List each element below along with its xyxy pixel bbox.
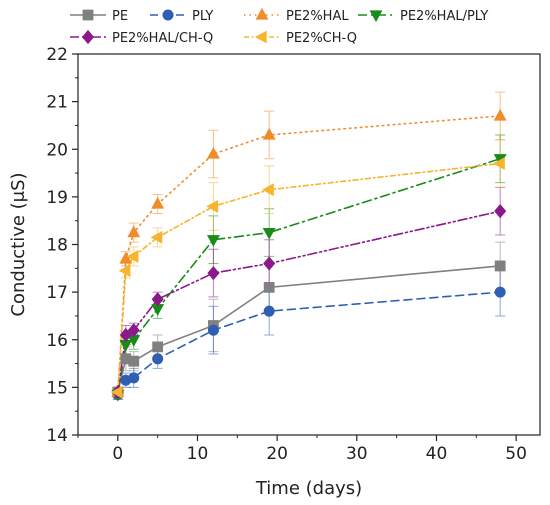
series-line (117, 265, 501, 393)
legend-item: PLY (150, 9, 213, 24)
error-bars (112, 91, 506, 400)
data-point (127, 225, 141, 238)
legend-label: PE (112, 9, 128, 24)
data-point (207, 265, 220, 281)
data-point (119, 327, 132, 343)
x-tick-label: 20 (266, 444, 288, 464)
data-point (152, 353, 164, 365)
data-point (150, 230, 163, 244)
legend-marker (162, 9, 174, 21)
legend: PE PLY PE2%HAL PE2%HAL/PLY PE2%HAL/CH-Q PE2%C… (70, 7, 488, 46)
legend-marker (369, 10, 383, 23)
data-point (494, 204, 507, 219)
y-tick-label: 21 (46, 93, 68, 113)
data-point (110, 385, 123, 399)
data-point (206, 199, 219, 213)
data-point (151, 292, 164, 307)
legend-marker (254, 30, 267, 44)
legend-item: PE2%HAL/CH-Q (70, 29, 213, 46)
y-tick-label: 18 (46, 236, 68, 256)
legend-label: PE2%HAL/PLY (400, 9, 488, 24)
plot-frame (77, 53, 541, 436)
data-point (263, 305, 275, 317)
legend-item: PE2%CH-Q (244, 30, 357, 46)
data-point (494, 286, 506, 298)
x-tick-label: 30 (346, 444, 368, 464)
x-tick-label: 0 (112, 444, 123, 464)
y-tick-label: 16 (46, 331, 68, 351)
data-point (263, 281, 275, 293)
series-line (117, 162, 501, 393)
legend-label: PE2%HAL/CH-Q (112, 31, 213, 46)
data-point (128, 355, 140, 367)
plot-area (110, 91, 507, 402)
data-point (127, 323, 140, 338)
x-tick-label: 50 (505, 444, 527, 464)
data-point (152, 341, 164, 353)
x-axis-title: Time (days) (255, 478, 362, 499)
legend-label: PE2%HAL (286, 9, 349, 24)
data-point (262, 127, 276, 140)
y-tick-label: 14 (46, 426, 68, 446)
data-point (126, 249, 139, 263)
series-line (117, 210, 501, 393)
data-point (118, 264, 131, 278)
data-point (206, 146, 220, 159)
legend-marker (82, 9, 94, 21)
data-point (493, 157, 505, 170)
y-tick-label: 19 (46, 188, 68, 208)
series-line (117, 291, 501, 396)
x-axis: 0 10 20 30 40 50 (77, 435, 527, 464)
data-point (493, 108, 507, 121)
y-axis-title: Conductive (μS) (8, 172, 29, 316)
y-tick-label: 20 (46, 140, 68, 160)
legend-item: PE2%HAL (244, 7, 349, 24)
data-point (263, 256, 276, 271)
legend-marker (81, 29, 95, 45)
data-point (119, 251, 133, 264)
data-markers (110, 108, 507, 402)
series-lines (117, 115, 501, 396)
y-tick-label: 17 (46, 283, 68, 303)
y-tick-label: 22 (46, 45, 68, 65)
data-point (151, 196, 165, 209)
x-tick-label: 10 (187, 444, 209, 464)
series-line (117, 157, 501, 396)
legend-item: PE2%HAL/PLY (358, 9, 488, 24)
data-point (262, 183, 274, 197)
y-axis: 14 15 16 17 18 19 20 21 22 (46, 45, 78, 446)
legend-marker (255, 7, 269, 20)
data-point (262, 227, 276, 240)
data-point (206, 235, 220, 247)
legend-label: PLY (192, 9, 213, 24)
legend-label: PE2%CH-Q (286, 31, 357, 46)
data-point (494, 260, 506, 272)
y-tick-label: 15 (46, 378, 68, 398)
x-tick-label: 40 (426, 444, 448, 464)
legend-item: PE (70, 9, 128, 24)
data-point (128, 372, 140, 384)
data-point (207, 324, 219, 336)
